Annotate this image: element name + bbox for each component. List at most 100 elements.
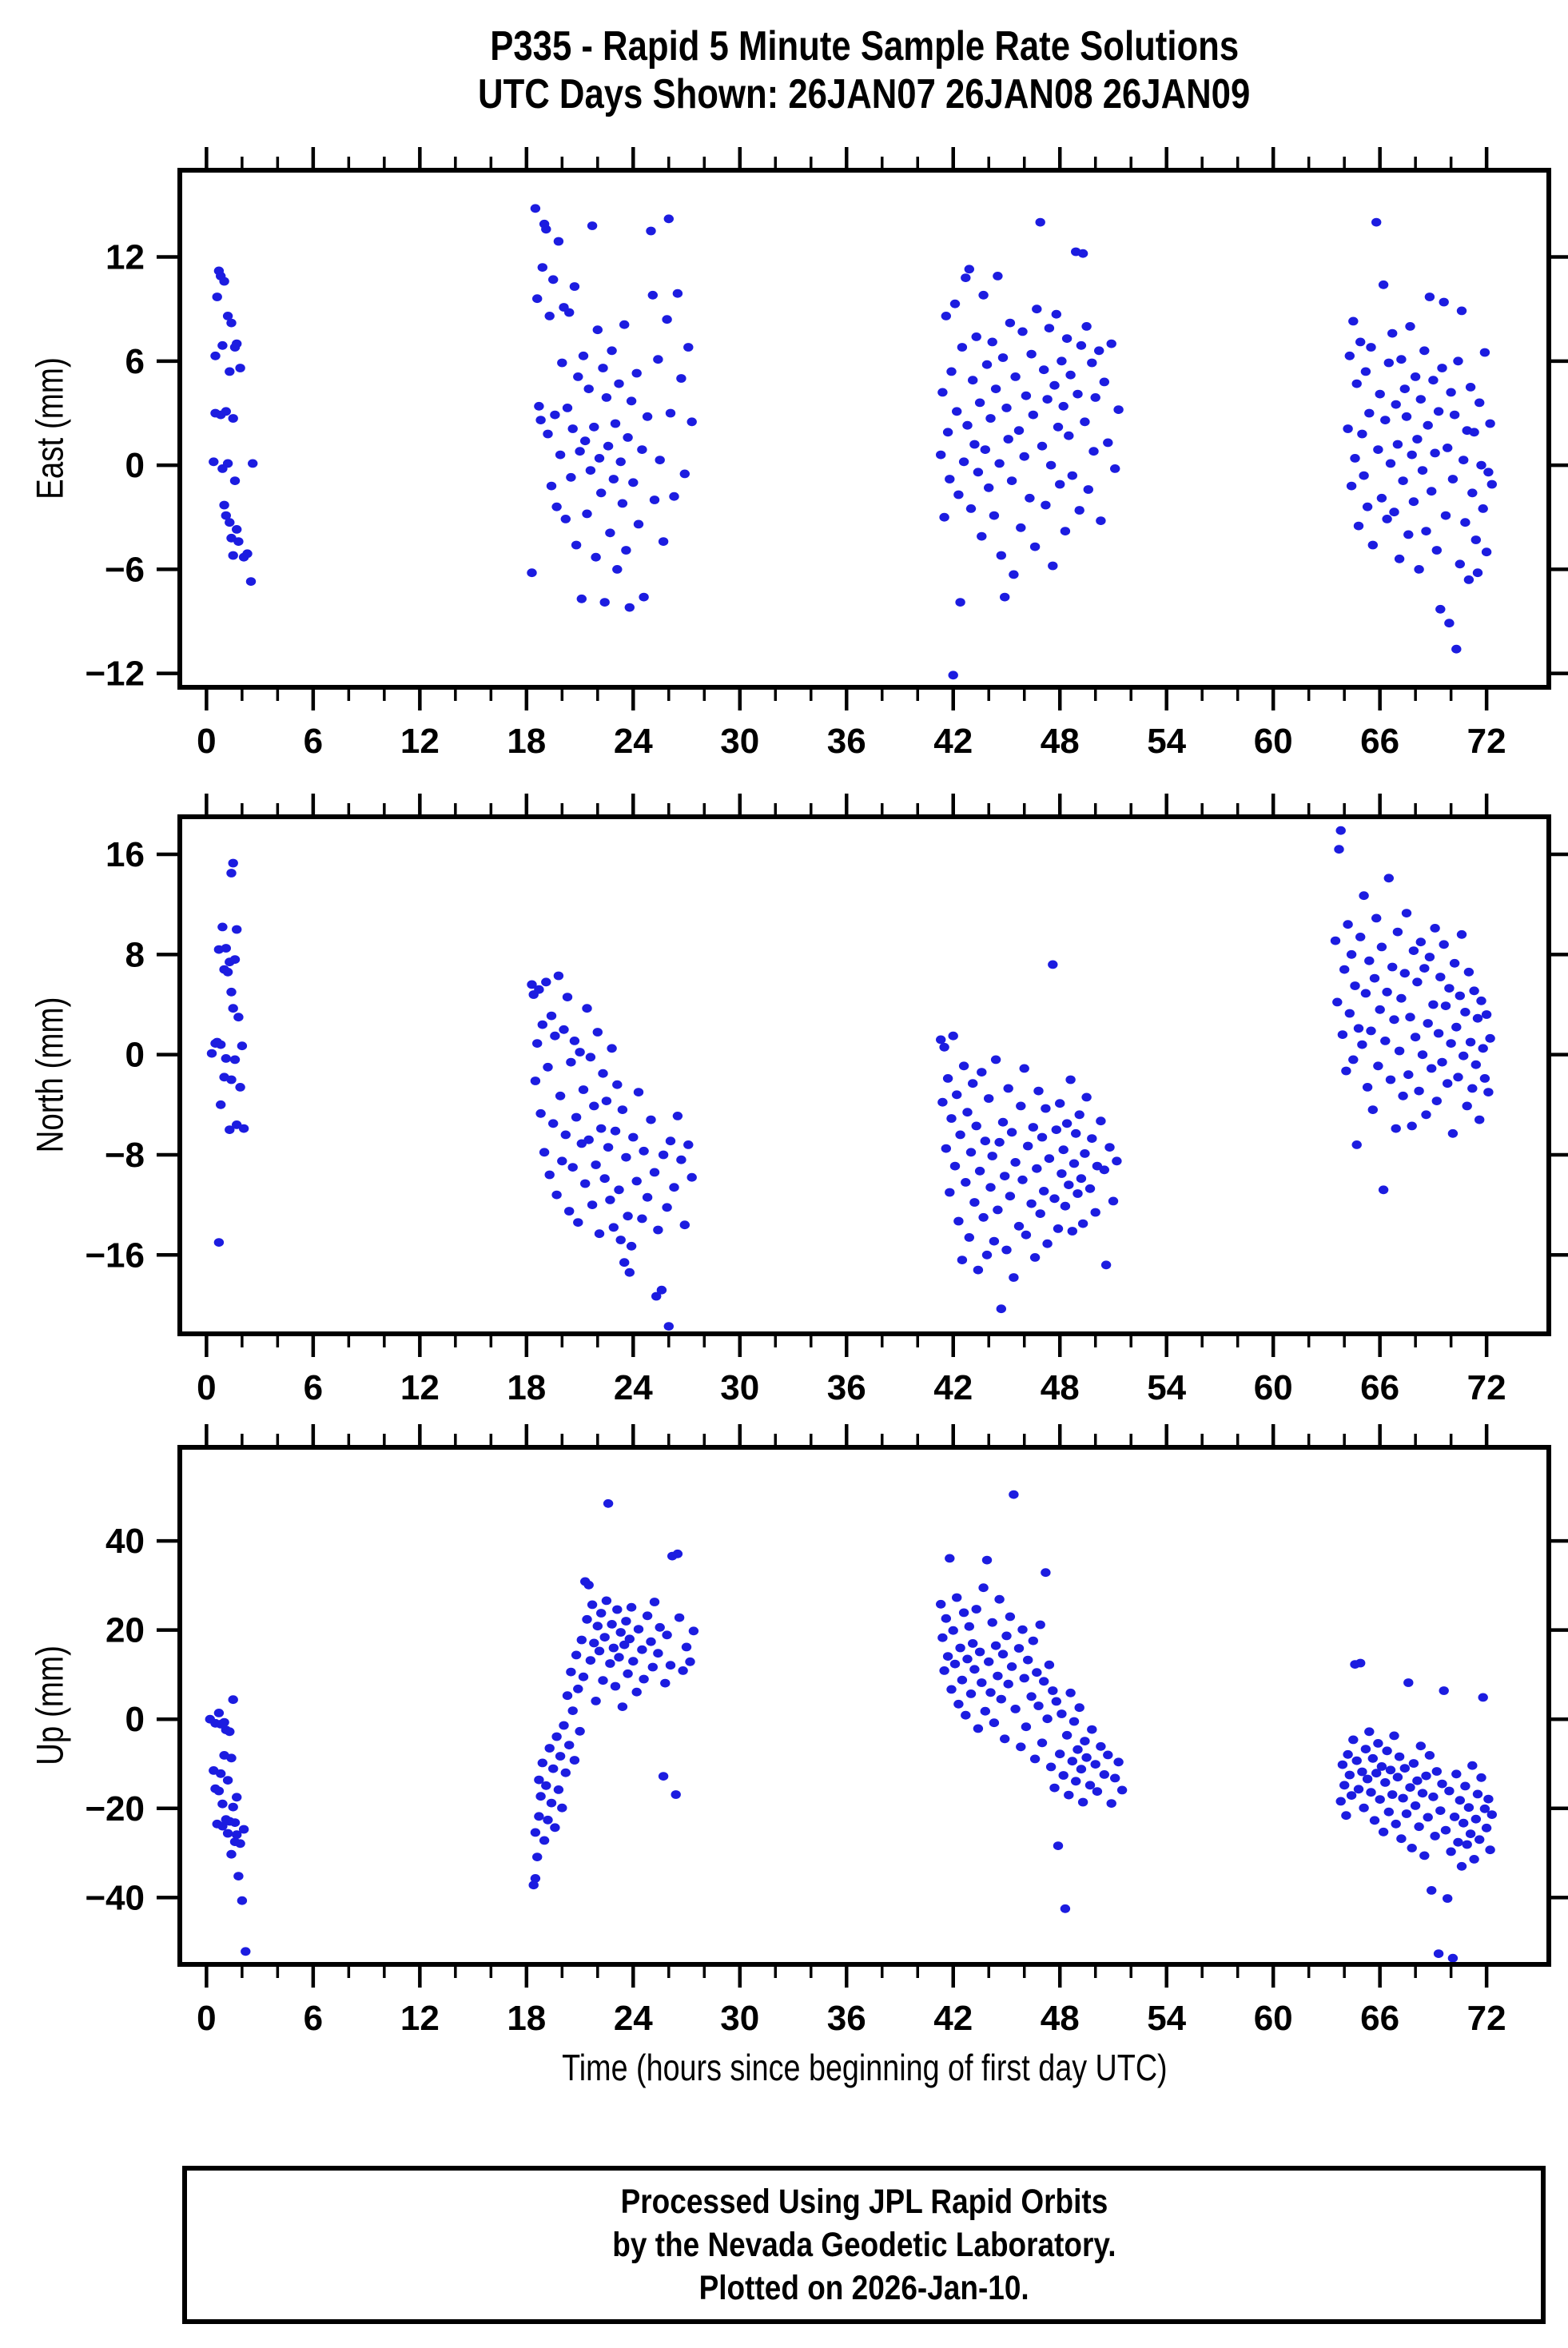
data-point <box>937 1097 948 1107</box>
data-point <box>217 1799 228 1809</box>
data-point <box>560 515 571 523</box>
data-point <box>639 592 649 602</box>
data-point <box>1383 358 1395 368</box>
data-point <box>674 1613 685 1622</box>
data-point <box>1463 575 1474 584</box>
data-point <box>1431 546 1443 555</box>
data-point <box>1401 1809 1412 1818</box>
data-point <box>206 1049 217 1058</box>
data-point <box>989 511 1000 520</box>
data-point <box>1042 1239 1053 1248</box>
data-point <box>605 1196 615 1204</box>
data-point <box>1019 452 1029 461</box>
data-point <box>953 1699 964 1709</box>
data-point <box>1485 1845 1495 1855</box>
data-point <box>980 1706 991 1716</box>
y-tick-label: 0 <box>125 1700 145 1739</box>
data-point <box>1375 1005 1385 1014</box>
data-point <box>576 1139 587 1148</box>
data-point <box>1025 493 1035 503</box>
data-point <box>989 1236 1000 1246</box>
data-point <box>225 518 235 527</box>
data-point <box>1021 1722 1032 1732</box>
data-point <box>1084 1781 1096 1790</box>
data-point <box>213 1786 225 1796</box>
data-point <box>564 1741 575 1750</box>
x-tick-label: 0 <box>197 1368 216 1407</box>
data-point <box>647 290 658 300</box>
data-point <box>1410 1033 1421 1042</box>
x-tick-label: 24 <box>614 1368 653 1407</box>
data-point <box>993 1671 1003 1681</box>
data-point <box>948 1626 958 1635</box>
y-tick-label: −12 <box>85 655 145 694</box>
data-point <box>945 1554 955 1563</box>
data-point <box>1412 977 1423 987</box>
data-point <box>225 1727 235 1737</box>
up-scatter-panel: 0 6 12 18 24 30 36 42 48 54 60 66 72 −40 −20 0 20 40 <box>85 1424 1568 2038</box>
data-point <box>1049 1783 1060 1793</box>
data-point <box>1362 1774 1373 1784</box>
data-point <box>1010 1158 1021 1167</box>
data-point <box>1486 1810 1498 1820</box>
data-point <box>1408 497 1419 507</box>
data-point <box>1483 1794 1494 1804</box>
data-point <box>1456 1861 1467 1871</box>
data-point <box>1382 515 1392 523</box>
data-point <box>571 1112 582 1122</box>
data-point <box>679 469 690 479</box>
x-tick-label: 48 <box>1041 1999 1080 2038</box>
data-point <box>213 1709 225 1717</box>
data-point <box>582 1004 592 1013</box>
data-point <box>567 1706 578 1716</box>
data-point <box>633 1088 644 1096</box>
data-point <box>221 407 231 416</box>
data-point <box>1019 1064 1029 1073</box>
data-point <box>551 502 562 511</box>
data-point <box>1065 1075 1076 1084</box>
data-point <box>614 1653 624 1662</box>
data-point <box>637 1645 647 1654</box>
data-point <box>1028 1636 1039 1646</box>
data-point <box>949 1659 961 1669</box>
x-tick-label: 66 <box>1360 1999 1399 2038</box>
data-point <box>1045 1762 1057 1772</box>
data-point <box>1096 1741 1106 1751</box>
data-point <box>591 1697 601 1705</box>
data-point <box>557 358 567 368</box>
data-point <box>1026 349 1037 359</box>
x-tick-label: 72 <box>1467 722 1506 761</box>
data-point <box>1470 535 1482 544</box>
data-point <box>1376 493 1387 503</box>
data-point <box>1104 1143 1115 1152</box>
data-point <box>1376 942 1387 952</box>
data-point <box>939 512 949 522</box>
data-point <box>974 1647 985 1657</box>
data-point <box>965 504 977 513</box>
data-point <box>1387 328 1398 338</box>
data-point <box>1048 561 1058 571</box>
data-point <box>1399 384 1411 393</box>
data-point <box>1362 502 1373 511</box>
data-point <box>946 1114 957 1123</box>
data-point <box>1045 460 1057 470</box>
data-point <box>585 1053 596 1062</box>
data-point <box>1470 1814 1482 1824</box>
data-point <box>610 1126 621 1136</box>
data-point <box>665 1136 676 1146</box>
data-point <box>232 925 242 934</box>
data-point <box>1383 874 1395 883</box>
data-point <box>548 1764 559 1773</box>
y-tick-label: 20 <box>105 1611 145 1650</box>
data-point <box>937 1633 948 1642</box>
data-point <box>228 1004 238 1013</box>
data-point <box>1486 480 1498 489</box>
data-point <box>1385 1075 1396 1084</box>
x-tick-label: 12 <box>400 722 440 761</box>
data-point <box>1033 1086 1044 1096</box>
data-point <box>1367 540 1379 550</box>
data-point <box>1013 1221 1025 1231</box>
data-point <box>649 1168 660 1177</box>
data-point <box>653 1649 663 1658</box>
data-point <box>621 1152 631 1162</box>
